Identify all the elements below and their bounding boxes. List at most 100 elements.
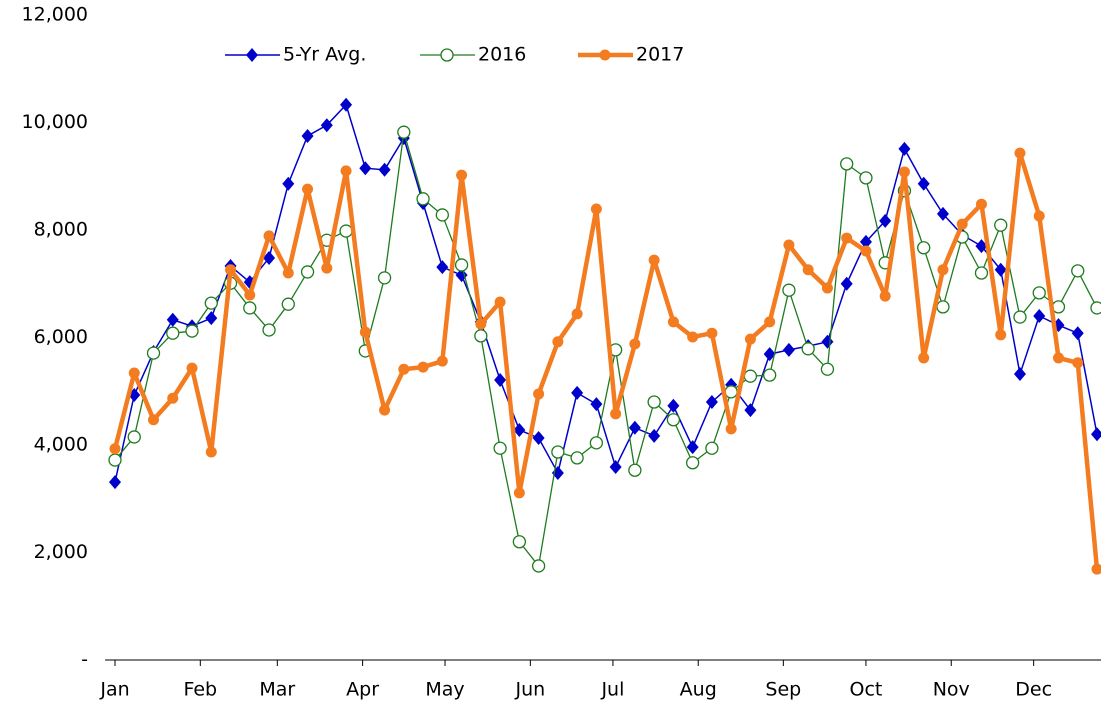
data-point — [936, 300, 950, 314]
data-point — [1071, 264, 1085, 278]
data-point — [301, 128, 314, 143]
data-point — [1032, 286, 1046, 300]
data-point — [205, 446, 217, 458]
data-point — [628, 420, 641, 435]
data-point — [764, 316, 776, 328]
data-point — [377, 271, 392, 285]
data-point — [918, 352, 930, 364]
data-point — [705, 441, 719, 455]
data-point — [821, 334, 834, 349]
legend-marker — [246, 48, 258, 62]
data-point — [686, 440, 699, 455]
data-point — [186, 362, 198, 374]
data-point — [667, 398, 680, 413]
data-point — [859, 234, 872, 249]
data-point — [436, 355, 448, 367]
x-tick-label: Sep — [765, 679, 801, 701]
data-point — [475, 318, 487, 330]
data-point — [898, 141, 911, 156]
data-point — [378, 162, 391, 177]
data-point — [205, 311, 218, 326]
data-point — [841, 232, 853, 244]
data-point — [647, 395, 661, 409]
data-point — [802, 264, 814, 276]
data-point — [648, 254, 660, 266]
data-point — [840, 276, 853, 291]
data-point — [743, 369, 758, 383]
data-point — [590, 203, 602, 215]
data-point — [610, 408, 622, 420]
x-tick-label: Jan — [99, 679, 129, 701]
data-point — [687, 331, 699, 343]
x-tick-label: Oct — [850, 679, 883, 701]
data-point — [571, 308, 583, 320]
data-point — [320, 118, 333, 133]
data-point — [474, 329, 488, 343]
data-point — [454, 258, 469, 272]
data-point — [782, 283, 796, 297]
data-point — [937, 264, 949, 276]
data-point — [995, 329, 1007, 341]
data-point — [282, 176, 295, 191]
data-point — [435, 208, 449, 222]
data-point — [1014, 147, 1026, 159]
data-point — [456, 169, 468, 181]
legend-marker — [440, 48, 454, 62]
data-point — [917, 176, 930, 191]
data-point — [859, 171, 873, 185]
data-point — [763, 368, 777, 382]
data-point — [744, 403, 757, 418]
data-point — [262, 323, 276, 337]
data-point — [725, 423, 737, 435]
data-point — [685, 456, 700, 470]
data-point — [397, 125, 411, 139]
y-tick-label: 12,000 — [22, 4, 88, 26]
data-point — [589, 436, 604, 450]
data-point — [398, 363, 410, 375]
data-point — [533, 388, 545, 400]
series-line — [114, 131, 1098, 567]
data-point — [994, 262, 1007, 277]
data-point — [455, 268, 468, 283]
data-point — [783, 239, 795, 251]
data-point — [513, 487, 525, 499]
data-point — [340, 165, 352, 177]
data-point — [763, 347, 776, 362]
data-point — [898, 166, 910, 178]
data-point — [782, 342, 795, 357]
data-point — [821, 282, 833, 294]
data-point — [1091, 563, 1101, 575]
data-point — [146, 346, 161, 360]
data-point — [167, 392, 179, 404]
data-point — [340, 97, 353, 112]
data-point — [609, 460, 622, 475]
y-tick-label: 6,000 — [34, 326, 88, 348]
data-point — [628, 463, 642, 477]
data-point — [204, 296, 218, 310]
data-point — [879, 213, 892, 228]
data-point — [1052, 352, 1064, 364]
data-point — [128, 367, 140, 379]
y-tick-label: - — [81, 649, 88, 671]
y-tick-label: 4,000 — [34, 434, 88, 456]
data-point — [127, 430, 141, 444]
data-point — [666, 413, 681, 427]
data-point — [667, 316, 679, 328]
data-point — [494, 372, 507, 387]
x-tick-label: Feb — [183, 679, 217, 701]
data-point — [225, 264, 237, 276]
data-point — [1013, 367, 1026, 382]
x-tick-label: Apr — [346, 679, 379, 701]
data-point — [590, 397, 603, 412]
data-point — [436, 260, 449, 275]
x-tick-label: Dec — [1015, 679, 1052, 701]
data-point — [705, 395, 718, 409]
data-point — [166, 312, 179, 327]
data-point — [493, 441, 507, 455]
data-point — [648, 428, 661, 443]
data-point — [379, 404, 391, 416]
y-tick-label: 8,000 — [34, 219, 88, 241]
data-point — [109, 443, 121, 455]
legend-label: 2016 — [478, 44, 526, 66]
